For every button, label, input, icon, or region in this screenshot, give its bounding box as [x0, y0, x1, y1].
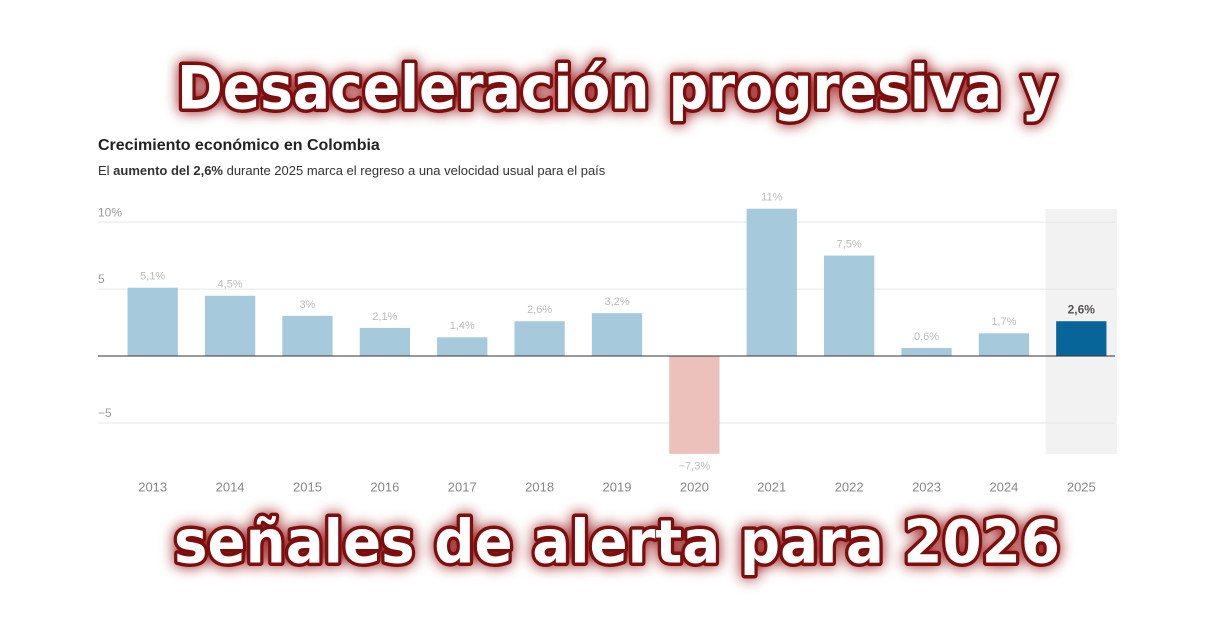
x-tick-label: 2018	[525, 479, 554, 494]
bar	[127, 287, 178, 357]
value-label: 3,2%	[604, 296, 629, 308]
value-label: 1,4%	[450, 320, 475, 332]
chart-subtitle: El aumento del 2,6% durante 2025 marca e…	[98, 163, 606, 178]
y-tick-label: −5	[98, 406, 112, 420]
y-tick-label: 10%	[98, 205, 122, 219]
x-tick-label: 2020	[680, 479, 709, 494]
value-label: 4,5%	[218, 279, 243, 291]
x-tick-label: 2016	[370, 479, 399, 494]
plot: 10% 5 −5 2013 5,1% 2014 4,5% 2015 3% 2016 2,1% 2017…	[98, 192, 1117, 494]
bar	[901, 348, 952, 357]
x-tick-label: 2022	[835, 479, 864, 494]
x-tick-label: 2014	[216, 479, 245, 494]
x-tick-label: 2015	[293, 479, 322, 494]
subtitle-part: aumento del 2,6%	[113, 163, 223, 178]
x-tick-label: 2024	[989, 479, 1018, 494]
headline: Desaceleración progresiva y	[177, 54, 1057, 124]
x-tick-label: 2019	[603, 479, 632, 494]
bar	[746, 208, 797, 357]
bar	[824, 255, 875, 357]
bar	[978, 333, 1030, 357]
bar	[1056, 321, 1107, 357]
x-tick-label: 2023	[912, 479, 941, 494]
y-tick-label: 5	[98, 272, 105, 286]
value-label: 11%	[761, 192, 782, 204]
bar	[282, 315, 333, 357]
subtitle-part: durante 2025 marca el regreso a una velo…	[223, 163, 606, 178]
value-label: 3%	[300, 299, 316, 311]
value-label: 7,5%	[837, 238, 862, 250]
bar	[437, 337, 488, 357]
x-tick-label: 2017	[448, 479, 477, 494]
x-tick-label: 2025	[1067, 479, 1096, 494]
value-label: 2,1%	[372, 311, 397, 323]
bar	[591, 313, 643, 357]
bar	[204, 295, 256, 357]
bar	[359, 327, 410, 357]
value-label: 2,6%	[527, 304, 552, 316]
bar	[669, 356, 720, 454]
headline: señales de alerta para 2026	[174, 508, 1060, 578]
chart-title: Crecimiento económico en Colombia	[98, 137, 380, 154]
bar	[514, 321, 565, 357]
value-label: 0,6%	[914, 331, 939, 343]
value-label: −7,3%	[679, 461, 711, 473]
value-label: 5,1%	[140, 271, 165, 283]
x-tick-label: 2021	[757, 479, 786, 494]
value-label: 2,6%	[1068, 302, 1096, 316]
x-tick-label: 2013	[138, 479, 167, 494]
subtitle-part: El	[98, 163, 113, 178]
value-label: 1,7%	[991, 316, 1016, 328]
